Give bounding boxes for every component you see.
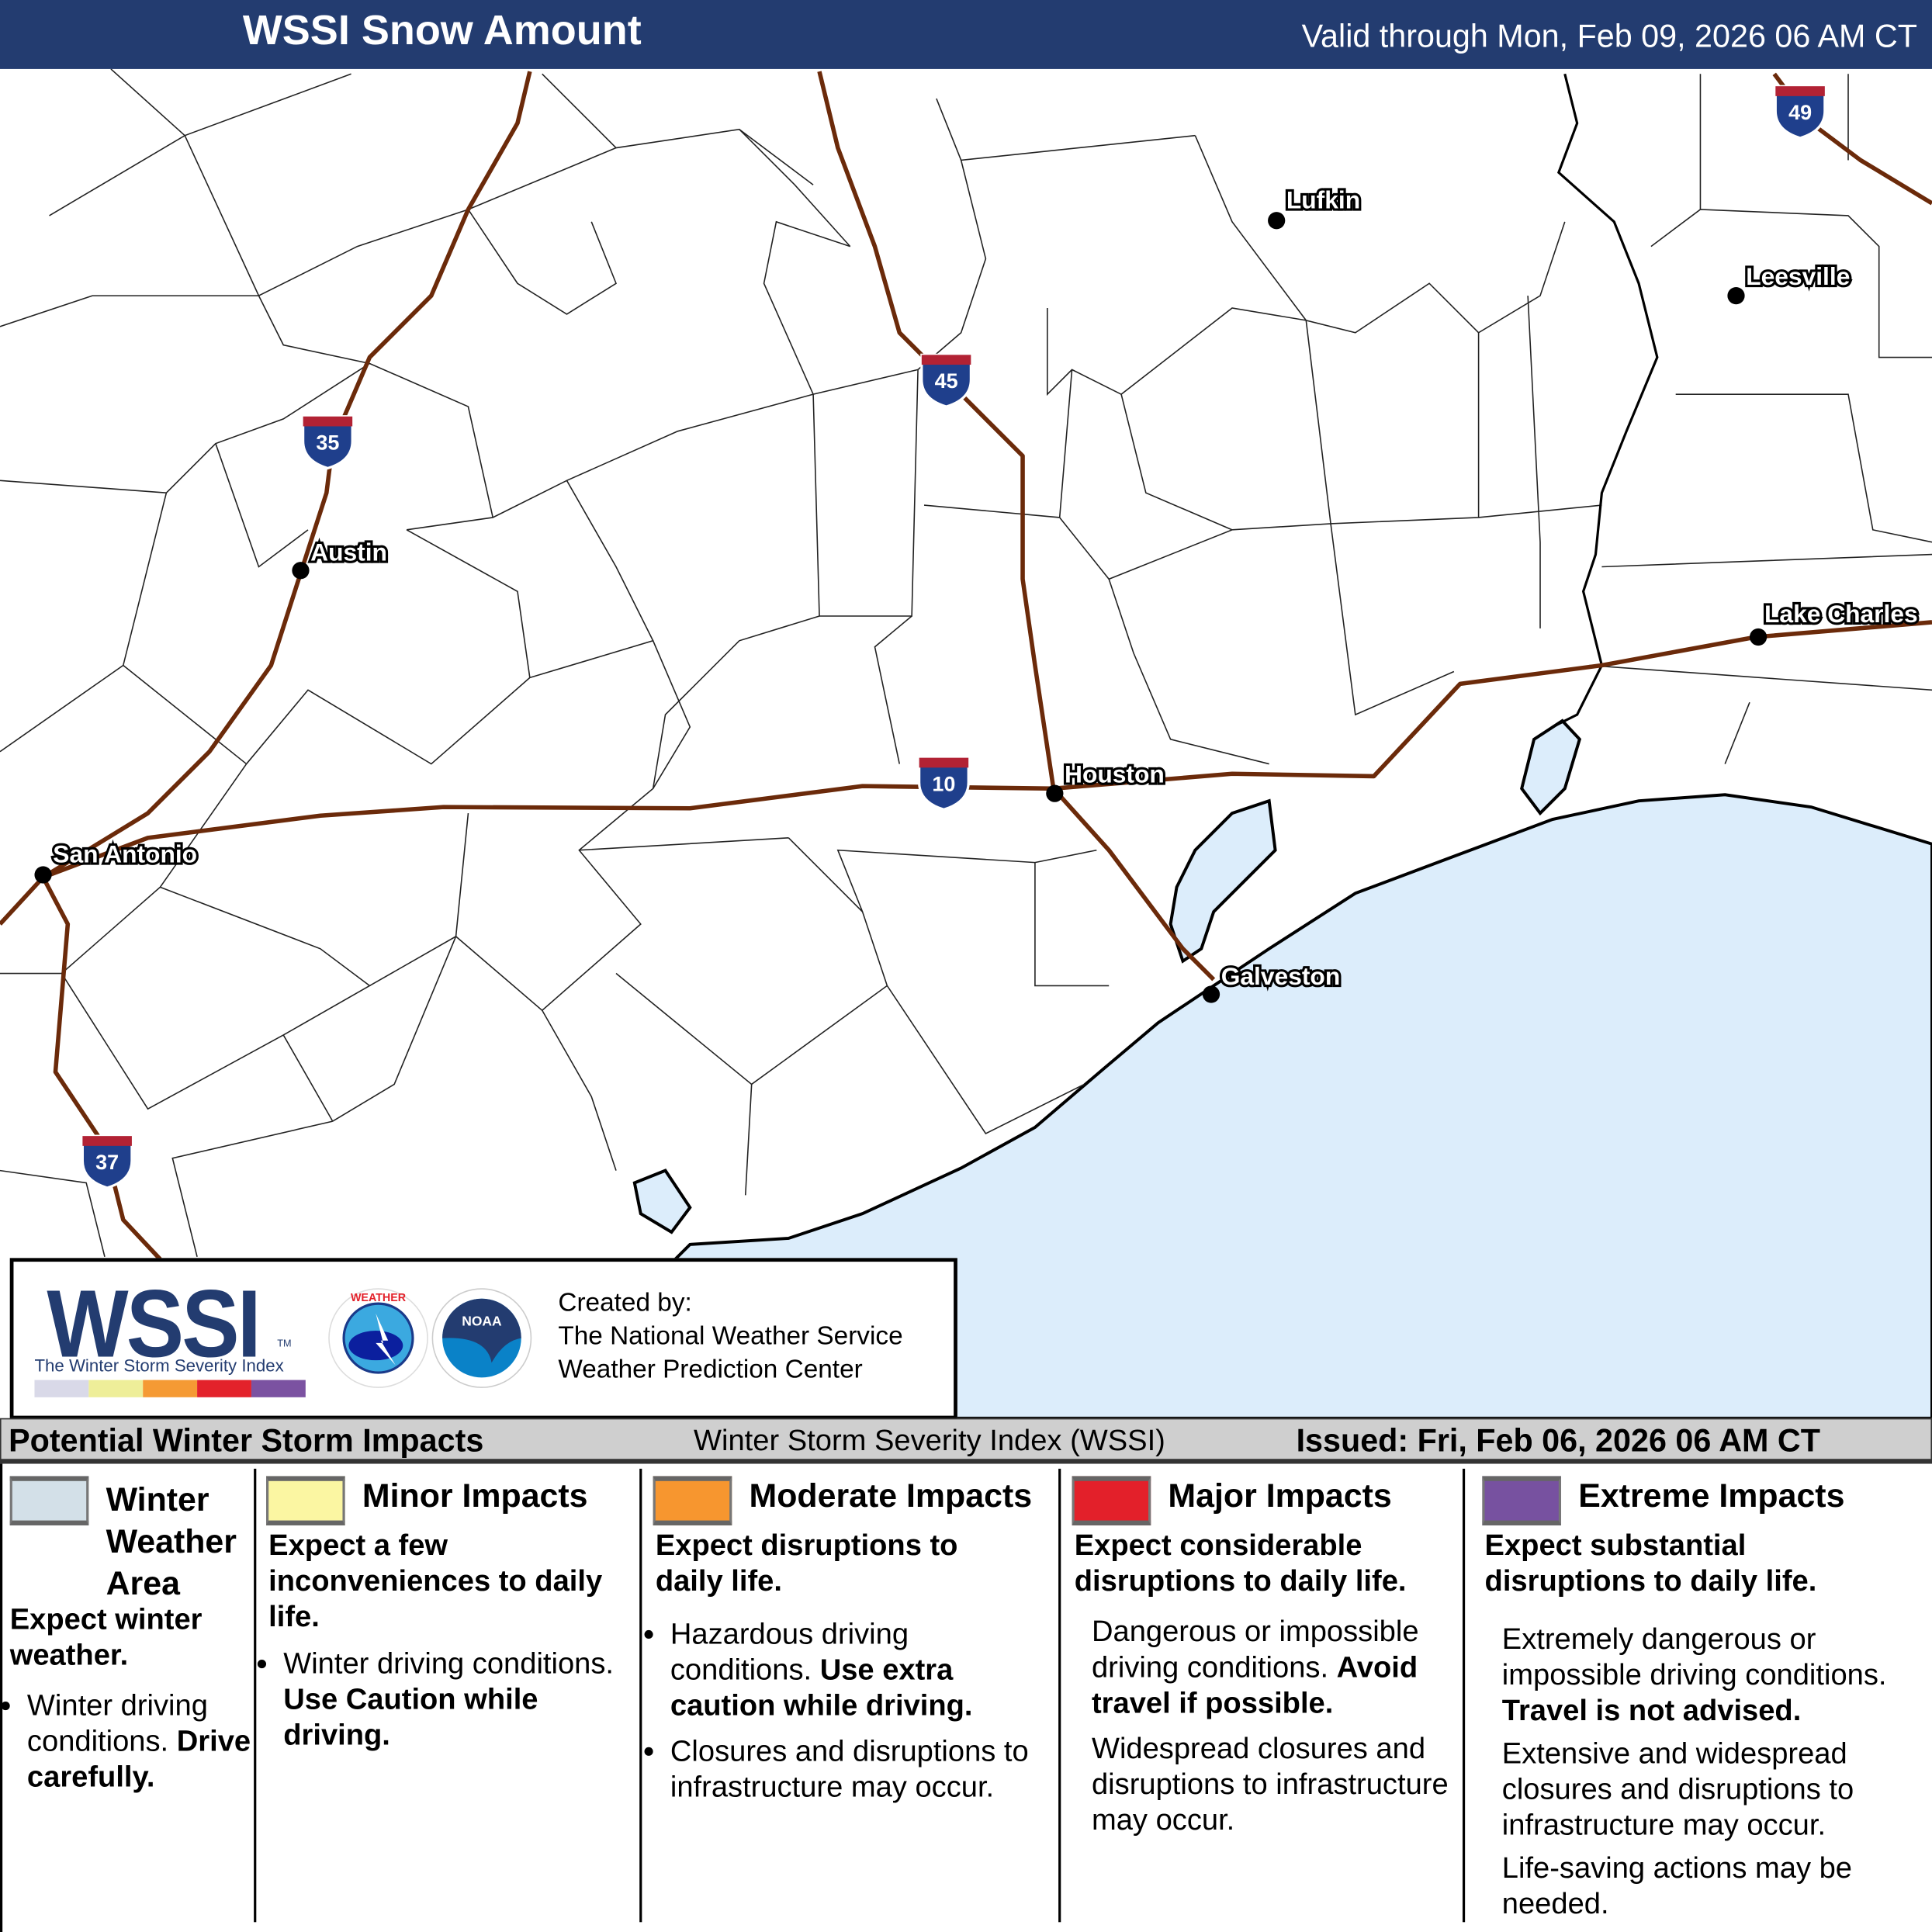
category-summary: Expect winter weather. <box>9 1603 203 1672</box>
wssi-logo: WSSI <box>47 1269 261 1378</box>
issued-time: Issued: Fri, Feb 06, 2026 06 AM CT <box>1296 1421 1820 1459</box>
city-label-leesville: Leesville <box>1746 262 1850 290</box>
svg-text:NOAA: NOAA <box>462 1314 502 1329</box>
nws-seal-icon: WEATHER <box>328 1288 428 1388</box>
city-label-san-antonio: San Antonio <box>53 840 197 868</box>
noaa-seal-icon: NOAA <box>431 1288 532 1388</box>
county-boundaries <box>0 68 1932 1257</box>
swatch-minor <box>266 1476 345 1525</box>
swatch-winter-weather <box>9 1476 89 1525</box>
category-summary: Expect considerable disruptions to daily… <box>1074 1529 1407 1598</box>
category-details: Winter driving conditions. Use Caution w… <box>266 1646 635 1754</box>
svg-text:WEATHER: WEATHER <box>351 1292 407 1304</box>
city-label-lake-charles: Lake Charles <box>1764 600 1918 628</box>
svg-text:35: 35 <box>316 431 339 455</box>
valid-time: Valid through Mon, Feb 09, 2026 06 AM CT <box>1301 17 1917 54</box>
swatch-extreme <box>1482 1476 1562 1525</box>
map-title: WSSI Snow Amount <box>242 7 642 54</box>
wssi-color-scale <box>34 1380 306 1397</box>
category-summary: Expect a few inconveniences to daily lif… <box>268 1529 603 1634</box>
created-by-text: Created by: The National Weather Service… <box>558 1286 902 1387</box>
map-area: 49 45 35 10 37 Lufkin Leesville Austin L… <box>0 68 1932 1418</box>
trademark: TM <box>277 1338 292 1349</box>
interstate-10-shield: 10 <box>918 757 970 811</box>
interstate-shields: 49 45 35 10 37 <box>81 85 1826 1189</box>
category-name: Winter Weather Area <box>106 1480 237 1602</box>
legend-title: Potential Winter Storm Impacts <box>9 1421 484 1459</box>
interstate-49-shield: 49 <box>1774 85 1826 140</box>
category-details: Winter driving conditions. Drive careful… <box>10 1688 254 1795</box>
category-name: Extreme Impacts <box>1578 1477 1845 1515</box>
title-bar: WSSI Snow Amount Valid through Mon, Feb … <box>0 0 1932 69</box>
org-wpc: Weather Prediction Center <box>558 1355 863 1384</box>
interstate-45-shield: 45 <box>920 353 972 408</box>
category-name: Major Impacts <box>1168 1477 1392 1515</box>
category-name: Moderate Impacts <box>749 1477 1033 1515</box>
credits-box: WSSI TM The Winter Storm Severity Index … <box>9 1258 957 1420</box>
interstate-37-shield: 37 <box>81 1134 133 1189</box>
wssi-subtitle: The Winter Storm Severity Index <box>34 1355 284 1376</box>
swatch-moderate <box>653 1476 732 1525</box>
city-label-galveston: Galveston <box>1221 962 1341 990</box>
swatch-major <box>1072 1476 1151 1525</box>
category-details: Hazardous driving conditions. Use extra … <box>653 1616 1035 1805</box>
legend-extreme-impacts: Extreme Impacts Expect substantial disru… <box>1482 1466 1926 1925</box>
legend-major-impacts: Major Impacts Expect considerable disrup… <box>1072 1466 1460 1925</box>
city-label-houston: Houston <box>1065 760 1165 788</box>
category-summary: Expect disruptions to daily life. <box>655 1529 958 1598</box>
created-by-label: Created by: <box>558 1289 692 1317</box>
gulf-water <box>632 718 1932 1418</box>
city-label-austin: Austin <box>310 538 387 566</box>
legend-winter-weather-area: Winter Weather Area Expect winter weathe… <box>9 1466 254 1925</box>
city-markers: Lufkin Leesville Austin Lake Charles Hou… <box>34 183 1920 1003</box>
svg-text:45: 45 <box>935 369 958 393</box>
legend-header: Potential Winter Storm Impacts Winter St… <box>0 1418 1932 1464</box>
interstate-35-shield: 35 <box>302 415 354 470</box>
category-details: Extremely dangerous or impossible drivin… <box>1501 1622 1887 1921</box>
legend-moderate-impacts: Moderate Impacts Expect disruptions to d… <box>653 1466 1054 1925</box>
org-nws: The National Weather Service <box>558 1321 903 1351</box>
legend-minor-impacts: Minor Impacts Expect a few inconvenience… <box>266 1466 635 1925</box>
category-name: Minor Impacts <box>362 1477 588 1515</box>
svg-text:37: 37 <box>95 1151 119 1174</box>
category-summary: Expect substantial disruptions to daily … <box>1484 1529 1817 1598</box>
index-name: Winter Storm Severity Index (WSSI) <box>694 1424 1165 1458</box>
category-details: Dangerous or impossible driving conditio… <box>1091 1615 1449 1837</box>
city-label-lufkin: Lufkin <box>1286 185 1360 213</box>
svg-text:10: 10 <box>932 773 955 796</box>
svg-text:49: 49 <box>1788 101 1812 124</box>
